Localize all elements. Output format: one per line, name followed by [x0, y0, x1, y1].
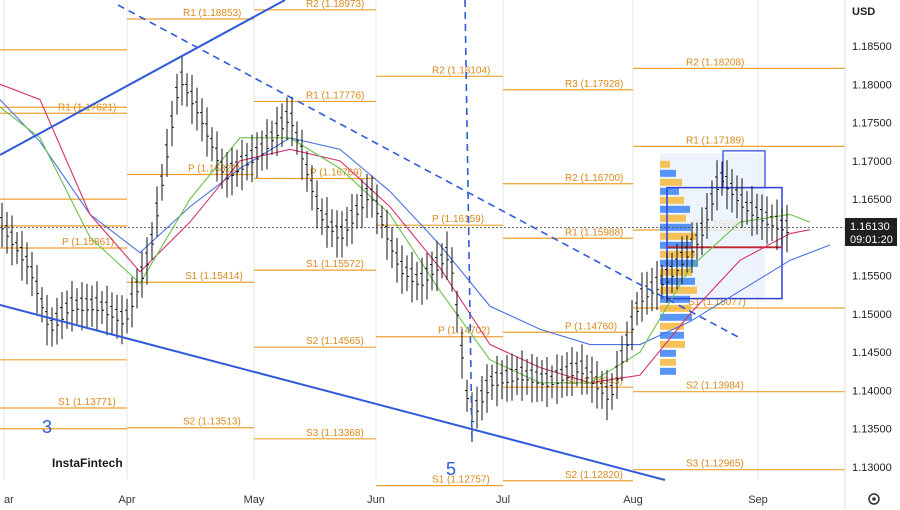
dashed-vertical-line — [464, 0, 473, 441]
pivot-label: P (1.14760) — [565, 321, 617, 332]
pivot-label: S2 (1.14565) — [306, 336, 364, 347]
price-tag-countdown: 09:01:20 — [850, 234, 893, 246]
volume-bar — [660, 160, 670, 168]
volume-bar — [660, 196, 684, 204]
pivot-label: S2 (1.12820) — [565, 470, 623, 481]
value-area-box — [722, 150, 766, 189]
current-price-tag: 1.16130 09:01:20 — [845, 218, 897, 246]
moving-average-green — [0, 106, 811, 384]
pivot-label: S1 (1.15077) — [688, 297, 746, 308]
pivot-label: P (1.16159) — [432, 214, 484, 225]
y-tick-label: 1.17000 — [852, 156, 892, 168]
pivot-label: S1 (1.15414) — [185, 271, 243, 282]
y-axis: 1.185001.180001.175001.170001.165001.160… — [844, 0, 892, 510]
currency-label[interactable]: USD — [852, 6, 875, 18]
trend-lines — [0, 0, 741, 481]
upper-channel-line — [0, 0, 286, 156]
pivot-label: S3 (1.13368) — [306, 428, 364, 439]
pivot-label: S1 (1.12757) — [432, 475, 490, 486]
pivot-label: R1 (1.17189) — [686, 135, 744, 146]
y-tick-label: 1.16500 — [852, 194, 892, 206]
x-axis: ar Apr May Jun Jul Aug Sep — [4, 494, 768, 506]
month-label: Jul — [496, 494, 510, 506]
month-label: Sep — [748, 494, 768, 506]
volume-bar — [660, 313, 692, 321]
y-tick-label: 1.17500 — [852, 118, 892, 130]
month-label: Jun — [367, 494, 385, 506]
volume-bar — [660, 205, 690, 213]
y-tick-label: 1.18000 — [852, 79, 892, 91]
moving-average-blue — [0, 99, 831, 346]
pivot-label: R1 (1.15988) — [565, 227, 623, 238]
price-tag-background — [845, 218, 897, 246]
price-bars — [0, 55, 789, 443]
pivot-label: S2 (1.13513) — [183, 417, 241, 428]
pivot-label: R2 (1.18208) — [686, 57, 744, 68]
volume-bar — [660, 241, 691, 249]
pivot-label: S2 (1.13984) — [686, 381, 744, 392]
gear-icon[interactable] — [868, 493, 880, 505]
volume-bar — [660, 286, 697, 294]
volume-bar — [660, 214, 686, 222]
pivot-label: P (1.16769) — [310, 168, 362, 179]
moving-averages — [0, 83, 831, 384]
moving-average-pink — [0, 83, 811, 384]
y-tick-label: 1.18500 — [852, 41, 892, 53]
y-tick-label: 1.15500 — [852, 271, 892, 283]
price-tag-price: 1.16130 — [850, 221, 890, 233]
volume-bar — [660, 223, 691, 231]
pivot-label: R3 (1.17928) — [565, 79, 623, 90]
volume-bar — [660, 187, 679, 195]
dashed-trend-line — [117, 4, 741, 339]
y-tick-label: 1.14000 — [852, 385, 892, 397]
volume-bar — [660, 169, 676, 177]
volume-bar — [660, 232, 696, 240]
pivot-label: P (1.15861) — [62, 237, 114, 248]
pivot-label: S3 (1.12965) — [686, 459, 744, 470]
pivot-label: S1 (1.13771) — [58, 397, 116, 408]
month-label: ar — [4, 494, 14, 506]
y-tick-label: 1.14500 — [852, 347, 892, 359]
month-label: Apr — [118, 494, 135, 506]
volume-bar — [660, 349, 676, 357]
volume-bar — [660, 358, 676, 366]
pivot-label: R1 (1.18853) — [183, 8, 241, 19]
instafintech-logo: InstaFintech — [52, 456, 123, 470]
volume-bar — [660, 367, 676, 375]
volume-bar — [660, 259, 698, 267]
month-label: May — [244, 494, 265, 506]
volume-bar — [660, 322, 684, 330]
pivot-label: P (1.14702) — [438, 326, 490, 337]
pivot-label: R2 (1.18973) — [306, 0, 364, 10]
pivot-label: S1 (1.15572) — [306, 259, 364, 270]
month-label: Aug — [623, 494, 643, 506]
wave-label-3: 3 — [42, 417, 52, 437]
pivot-label: R2 (1.18104) — [432, 65, 490, 76]
volume-bar — [660, 340, 685, 348]
month-dividers — [3, 0, 759, 480]
y-tick-label: 1.13500 — [852, 424, 892, 436]
y-tick-label: 1.13000 — [852, 462, 892, 474]
volume-bar — [660, 304, 691, 312]
lower-channel-line — [0, 304, 666, 481]
volume-bar — [660, 268, 692, 276]
pivot-label: R1 (1.17776) — [306, 90, 364, 101]
y-tick-label: 1.15000 — [852, 309, 892, 321]
volume-bar — [660, 178, 682, 186]
wave-label-5: 5 — [446, 459, 456, 479]
pivot-label: R2 (1.16700) — [565, 173, 623, 184]
